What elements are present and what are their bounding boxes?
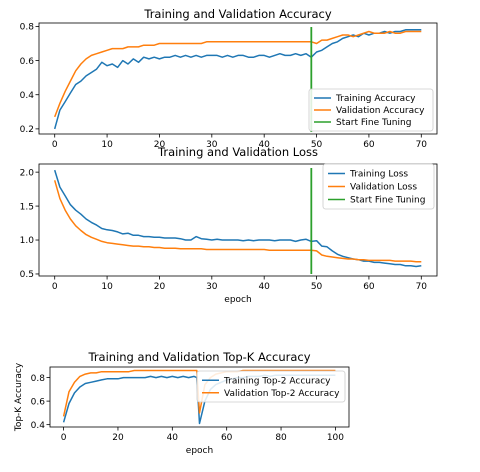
x-tick-label: 70 — [416, 140, 428, 150]
x-tick-label: 0 — [61, 433, 67, 443]
x-tick-label: 10 — [101, 282, 113, 292]
axes-frame — [38, 163, 438, 277]
x-tick-label: 20 — [154, 140, 166, 150]
x-tick-label: 30 — [206, 282, 218, 292]
x-tick-label: 80 — [275, 433, 287, 443]
x-tick-label: 60 — [221, 433, 233, 443]
y-tick-label: 0.2 — [20, 125, 34, 135]
chart-title: Training and Validation Top-K Accuracy — [87, 350, 310, 364]
x-tick-label: 20 — [112, 433, 124, 443]
legend-box — [322, 163, 435, 210]
x-tick-label: 70 — [416, 282, 428, 292]
x-tick-label: 50 — [311, 282, 323, 292]
y-tick-label: 0.8 — [20, 23, 35, 33]
x-tick-label: 30 — [206, 140, 218, 150]
x-tick-label: 20 — [154, 282, 166, 292]
y-tick-label: 2.0 — [20, 168, 35, 178]
y-tick-label: 1.0 — [20, 236, 35, 246]
legend-label: Training Top-2 Accuracy — [223, 376, 331, 386]
y-tick-label: 0.5 — [20, 270, 34, 280]
topk-accuracy-chart: Training and Validation Top-K Accuracy 0 2… — [14, 350, 350, 456]
chart-title: Training and Validation Loss — [157, 145, 318, 159]
y-axis-label: Top-K Accuracy — [14, 362, 24, 432]
x-tick-label: 60 — [363, 140, 375, 150]
y-tick-label: 0.4 — [20, 91, 35, 101]
x-tick-label: 60 — [363, 282, 375, 292]
legend: Training Loss Validation Loss Start Fine T… — [322, 163, 435, 210]
x-tick-label: 0 — [52, 140, 58, 150]
series-line-training — [53, 29, 422, 130]
legend-label: Validation Loss — [350, 183, 417, 193]
axes-frame — [38, 22, 438, 135]
plot-area — [53, 168, 422, 274]
x-axis-label: epoch — [224, 295, 251, 305]
legend: Training Top-2 Accuracy Validation Top-2 … — [196, 370, 346, 403]
y-tick-label: 0.8 — [31, 374, 46, 384]
legend-label: Start Fine Tuning — [350, 196, 425, 206]
x-tick-label: 10 — [101, 140, 113, 150]
axes-frame — [49, 366, 350, 428]
legend-label: Training Accuracy — [335, 94, 416, 104]
x-tick-label: 40 — [258, 140, 270, 150]
x-tick-label: 50 — [311, 140, 323, 150]
legend-label: Validation Accuracy — [336, 106, 425, 116]
y-tick-label: 0.4 — [31, 421, 46, 431]
x-tick-label: 100 — [327, 433, 344, 443]
legend-label: Training Loss — [349, 170, 408, 180]
loss-chart: Training and Validation Loss 0 10 20 30 40 50 6… — [20, 145, 438, 305]
legend-label: Start Fine Tuning — [336, 118, 411, 128]
legend-label: Validation Top-2 Accuracy — [224, 389, 340, 399]
chart-title: Training and Validation Accuracy — [143, 7, 331, 21]
x-tick-label: 40 — [167, 433, 179, 443]
series-line-validation — [53, 30, 422, 118]
x-axis-label: epoch — [186, 446, 213, 456]
y-tick-label: 0.6 — [20, 57, 35, 67]
x-tick-label: 40 — [258, 282, 270, 292]
y-tick-label: 1.5 — [20, 202, 34, 212]
x-tick-label: 0 — [52, 282, 58, 292]
legend-box — [196, 370, 346, 403]
series-line-validation — [53, 180, 422, 263]
accuracy-chart: Training and Validation Accuracy 0 10 20 30 4… — [20, 7, 438, 150]
y-tick-label: 0.6 — [31, 397, 46, 407]
legend: Training Accuracy Validation Accuracy Star… — [308, 88, 434, 132]
legend-box — [308, 88, 434, 132]
